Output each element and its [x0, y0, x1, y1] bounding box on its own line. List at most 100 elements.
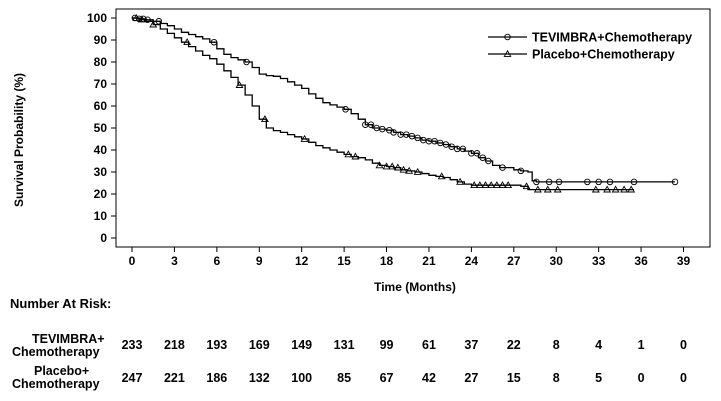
censor-marker	[390, 129, 397, 136]
censor-marker	[344, 150, 353, 158]
censor-marker	[504, 181, 513, 189]
x-tick-label: 27	[507, 254, 521, 268]
censor-marker	[606, 178, 614, 186]
censor-marker	[517, 167, 525, 175]
censor-marker	[627, 185, 636, 193]
x-tick-label: 39	[677, 254, 691, 268]
censor-marker	[367, 121, 375, 128]
censor-marker	[342, 106, 349, 113]
y-tick-label: 30	[94, 165, 108, 179]
censor-marker	[300, 134, 309, 142]
y-tick-label: 10	[94, 209, 108, 223]
plot-frame	[115, 8, 711, 248]
y-tick-label: 20	[94, 187, 108, 201]
legend-marker	[504, 33, 511, 41]
censor-marker	[533, 178, 540, 186]
censor-marker	[555, 178, 563, 186]
x-tick-label: 6	[214, 254, 221, 268]
x-tick-label: 0	[129, 254, 136, 268]
censor-marker	[492, 181, 501, 189]
censor-marker	[351, 152, 360, 160]
censor-marker	[375, 161, 384, 169]
censor-marker	[382, 162, 391, 170]
censor-marker	[399, 165, 408, 173]
censor-marker	[388, 162, 397, 170]
risk-table-title: Number At Risk:	[10, 296, 112, 311]
censor-marker	[533, 185, 542, 193]
y-tick-label: 50	[94, 121, 108, 135]
risk-row-label-tevimbra: TEVIMBRA+ Chemotherapy	[12, 333, 112, 359]
x-tick-label: 36	[634, 254, 648, 268]
x-axis-title: Time (Months)	[374, 280, 456, 294]
x-tick-label: 12	[295, 254, 309, 268]
series-line-2	[132, 17, 635, 191]
censor-marker	[473, 150, 481, 157]
censor-marker	[630, 178, 638, 186]
y-tick-label: 80	[94, 55, 108, 69]
risk-row-label-placebo: Placebo+ Chemotherapy	[12, 365, 112, 391]
censor-marker	[620, 185, 629, 193]
x-tick-label: 3	[171, 254, 178, 268]
x-tick-label: 30	[550, 254, 564, 268]
censor-marker	[442, 141, 450, 148]
censor-marker	[611, 185, 620, 193]
legend-label: TEVIMBRA+Chemotherapy	[532, 31, 692, 45]
censor-marker	[470, 181, 479, 189]
censor-marker	[459, 145, 467, 153]
censor-marker	[545, 178, 553, 186]
x-tick-label: 15	[337, 254, 351, 268]
legend-label: Placebo+Chemotherapy	[532, 48, 675, 62]
legend-marker	[503, 49, 512, 57]
y-axis-title: Survival Probability (%)	[12, 73, 26, 207]
risk-row-label-line1: Placebo+	[34, 364, 90, 378]
censor-marker	[591, 185, 600, 193]
axes: 0 3 6 9 12 15 18 21 24 27 30 33 36 390102030405060708…	[87, 8, 711, 268]
censor-marker	[437, 172, 446, 180]
censor-marker	[431, 137, 438, 145]
x-tick-label: 24	[465, 254, 479, 268]
censor-marker	[584, 178, 591, 186]
censor-marker	[595, 178, 602, 186]
y-tick-label: 60	[94, 99, 108, 113]
series-line-1	[132, 17, 676, 183]
censor-marker	[448, 143, 455, 150]
risk-row-label-line1: TEVIMBRA+	[32, 332, 105, 346]
censor-marker	[485, 157, 492, 165]
x-tick-label: 9	[256, 254, 263, 268]
censor-marker	[479, 154, 486, 161]
censor-marker	[553, 185, 562, 193]
y-tick-label: 90	[94, 33, 108, 47]
legend: TEVIMBRA+Chemotherapy Placebo+Chemotherap…	[488, 31, 692, 62]
x-tick-label: 33	[592, 254, 606, 268]
censor-marker	[487, 181, 496, 189]
censor-marker	[603, 185, 612, 193]
y-tick-label: 40	[94, 143, 108, 157]
censor-marker	[481, 181, 490, 189]
censor-marker	[210, 38, 218, 46]
censor-marker	[149, 20, 158, 28]
censor-marker	[393, 163, 402, 171]
curves	[131, 13, 679, 193]
risk-row-label-line2: Chemotherapy	[12, 377, 100, 391]
censor-marker	[499, 164, 506, 171]
censor-marker	[413, 167, 422, 175]
y-tick-label: 70	[94, 77, 108, 91]
censor-marker	[405, 166, 414, 174]
censor-marker	[414, 134, 421, 142]
y-tick-label: 0	[100, 231, 107, 245]
censor-marker	[132, 13, 141, 21]
censor-marker	[475, 181, 484, 189]
x-tick-label: 18	[380, 254, 394, 268]
censor-marker	[260, 115, 269, 123]
censor-marker	[183, 38, 192, 46]
censor-marker	[243, 58, 250, 66]
censor-marker	[456, 177, 465, 185]
censor-marker	[379, 125, 386, 133]
censor-marker	[235, 80, 244, 88]
censor-marker	[671, 178, 679, 186]
y-tick-label: 100	[87, 11, 107, 25]
risk-row-label-line2: Chemotherapy	[12, 345, 100, 359]
x-tick-label: 21	[422, 254, 436, 268]
censor-marker	[137, 15, 146, 23]
